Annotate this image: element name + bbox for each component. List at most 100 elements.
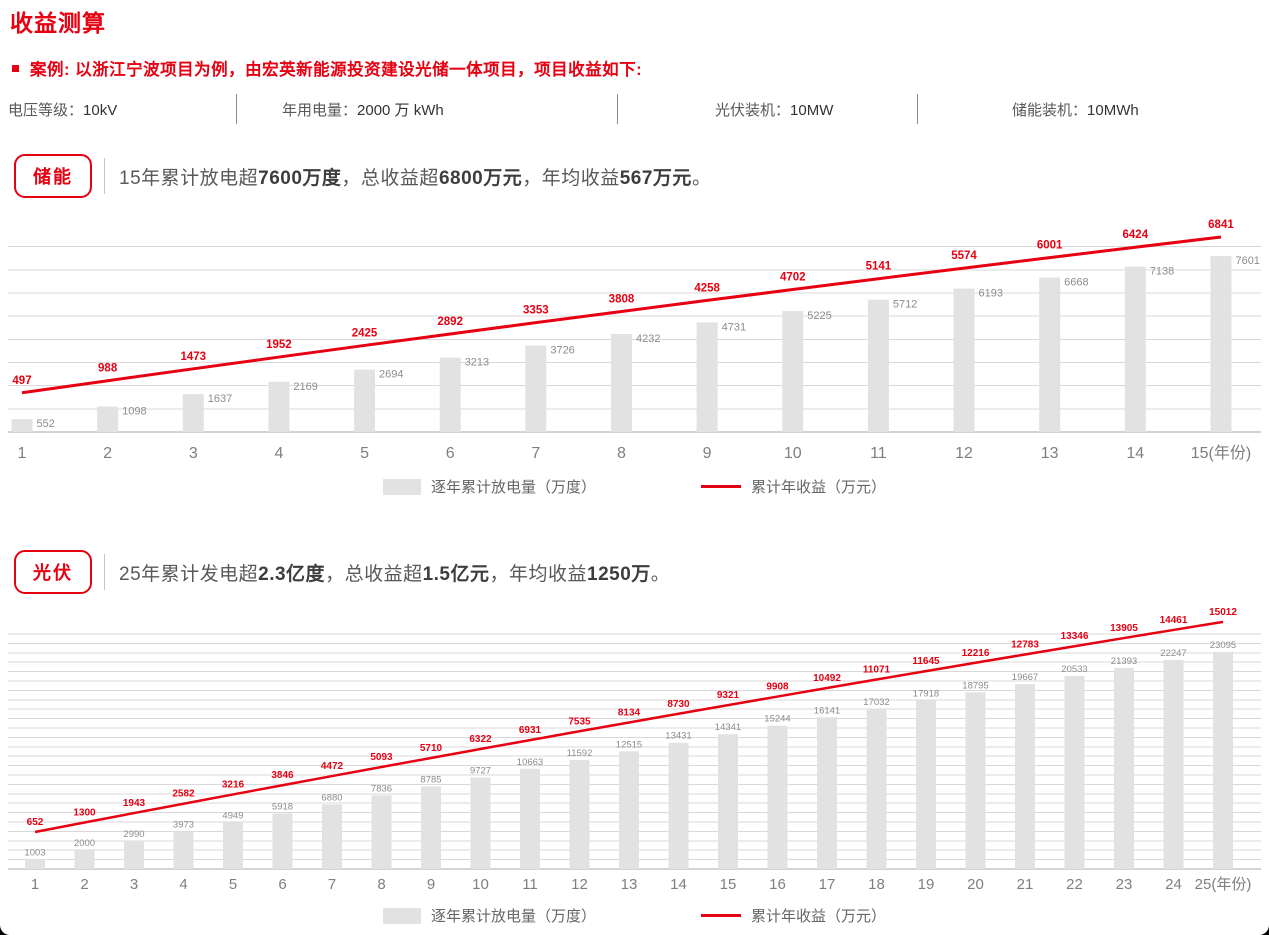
svg-text:17032: 17032: [863, 697, 889, 708]
svg-text:4731: 4731: [722, 321, 746, 333]
divider: [236, 94, 237, 124]
svg-text:15: 15: [720, 876, 737, 893]
svg-text:21393: 21393: [1111, 656, 1137, 667]
svg-text:5710: 5710: [420, 743, 443, 754]
svg-text:3726: 3726: [550, 345, 574, 357]
param-value: 10kV: [83, 102, 118, 119]
svg-text:8785: 8785: [420, 774, 441, 785]
svg-text:20533: 20533: [1061, 664, 1087, 675]
svg-text:14461: 14461: [1160, 615, 1188, 626]
storage-chart: 5521098163721692694321337264232473152255…: [8, 219, 1261, 462]
pv-chart-legend: 逐年累计放电量（万度） 累计年收益（万元）: [0, 905, 1269, 926]
svg-text:1: 1: [31, 876, 39, 893]
param-value: 10MWh: [1087, 102, 1139, 119]
pv-summary: 25年累计发电超2.3亿度，总收益超1.5亿元，年均收益1250万。: [119, 563, 671, 585]
svg-text:2694: 2694: [379, 369, 403, 381]
line-series-swatch: [701, 914, 741, 917]
svg-text:988: 988: [98, 363, 118, 375]
svg-text:6: 6: [278, 876, 286, 893]
svg-text:19667: 19667: [1012, 672, 1038, 683]
svg-text:7: 7: [328, 876, 336, 893]
svg-text:8: 8: [377, 876, 385, 893]
svg-text:2: 2: [103, 445, 112, 462]
svg-text:9727: 9727: [470, 766, 491, 777]
param-label: 光伏装机：: [715, 102, 791, 119]
svg-text:4: 4: [179, 876, 187, 893]
svg-text:8: 8: [617, 445, 626, 462]
svg-text:15244: 15244: [764, 714, 790, 725]
svg-text:5225: 5225: [807, 310, 831, 322]
legend-item-bar: 逐年累计放电量（万度）: [382, 905, 596, 926]
svg-text:3: 3: [189, 445, 198, 462]
svg-text:12: 12: [955, 445, 973, 462]
svg-text:13346: 13346: [1061, 631, 1089, 642]
divider: [104, 158, 105, 194]
svg-text:11: 11: [522, 876, 538, 893]
svg-text:3: 3: [130, 876, 138, 893]
svg-text:5: 5: [360, 445, 369, 462]
svg-text:14: 14: [670, 876, 687, 893]
svg-text:7601: 7601: [1235, 255, 1259, 267]
svg-text:6424: 6424: [1123, 229, 1149, 241]
svg-text:3353: 3353: [523, 305, 549, 317]
svg-text:12515: 12515: [616, 739, 642, 750]
svg-text:7138: 7138: [1150, 266, 1174, 278]
svg-text:2582: 2582: [172, 789, 195, 800]
bar-series-swatch: [382, 478, 421, 495]
legend-label: 累计年收益（万元）: [751, 908, 887, 925]
svg-text:1473: 1473: [180, 351, 206, 363]
legend-label: 累计年收益（万元）: [751, 479, 887, 496]
param-label: 电压等级：: [8, 102, 84, 119]
svg-text:12: 12: [571, 876, 588, 893]
svg-text:12216: 12216: [962, 648, 990, 659]
svg-text:1952: 1952: [266, 339, 292, 351]
svg-text:2169: 2169: [293, 381, 317, 393]
storage-badge: 储能: [14, 154, 92, 198]
svg-text:22247: 22247: [1160, 648, 1186, 659]
svg-text:1300: 1300: [73, 807, 96, 818]
bullet-square-icon: [12, 64, 19, 72]
svg-text:3973: 3973: [173, 820, 194, 831]
svg-text:2425: 2425: [352, 327, 378, 339]
svg-text:13905: 13905: [1110, 623, 1138, 634]
svg-text:5574: 5574: [951, 250, 977, 262]
svg-text:4232: 4232: [636, 333, 660, 345]
svg-text:11645: 11645: [912, 656, 940, 667]
svg-text:1: 1: [18, 445, 27, 462]
svg-text:9908: 9908: [766, 682, 789, 693]
svg-text:2990: 2990: [123, 829, 144, 840]
svg-text:15(年份): 15(年份): [1191, 444, 1251, 462]
svg-text:652: 652: [27, 817, 44, 828]
svg-text:23: 23: [1116, 876, 1133, 893]
svg-text:10: 10: [784, 445, 802, 462]
divider: [104, 554, 105, 590]
legend-label: 逐年累计放电量（万度）: [430, 479, 596, 496]
page-title: 收益测算: [10, 10, 106, 36]
svg-text:10492: 10492: [813, 673, 841, 684]
svg-text:24: 24: [1165, 876, 1182, 893]
svg-text:16141: 16141: [814, 705, 840, 716]
svg-text:18: 18: [868, 876, 885, 893]
svg-text:5141: 5141: [866, 261, 892, 273]
svg-text:9321: 9321: [717, 690, 740, 701]
svg-text:21: 21: [1017, 876, 1034, 893]
svg-text:17: 17: [819, 876, 836, 893]
legend-label: 逐年累计放电量（万度）: [430, 908, 596, 925]
svg-text:1098: 1098: [122, 406, 146, 418]
svg-text:8134: 8134: [618, 707, 641, 718]
svg-text:13: 13: [621, 876, 638, 893]
line-series-swatch: [701, 485, 741, 488]
svg-text:14: 14: [1126, 445, 1144, 462]
svg-text:6841: 6841: [1208, 219, 1234, 231]
svg-text:552: 552: [37, 418, 55, 430]
storage-summary: 15年累计放电超7600万度，总收益超6800万元，年均收益567万元。: [119, 167, 712, 189]
pv-chart: 1003200029903973494959186880783687859727…: [8, 607, 1261, 893]
divider: [917, 94, 918, 124]
svg-text:10: 10: [472, 876, 489, 893]
svg-text:5093: 5093: [370, 752, 393, 763]
svg-text:11071: 11071: [863, 665, 891, 676]
svg-text:17918: 17918: [913, 689, 939, 700]
svg-text:12783: 12783: [1011, 639, 1039, 650]
svg-text:7: 7: [531, 445, 540, 462]
